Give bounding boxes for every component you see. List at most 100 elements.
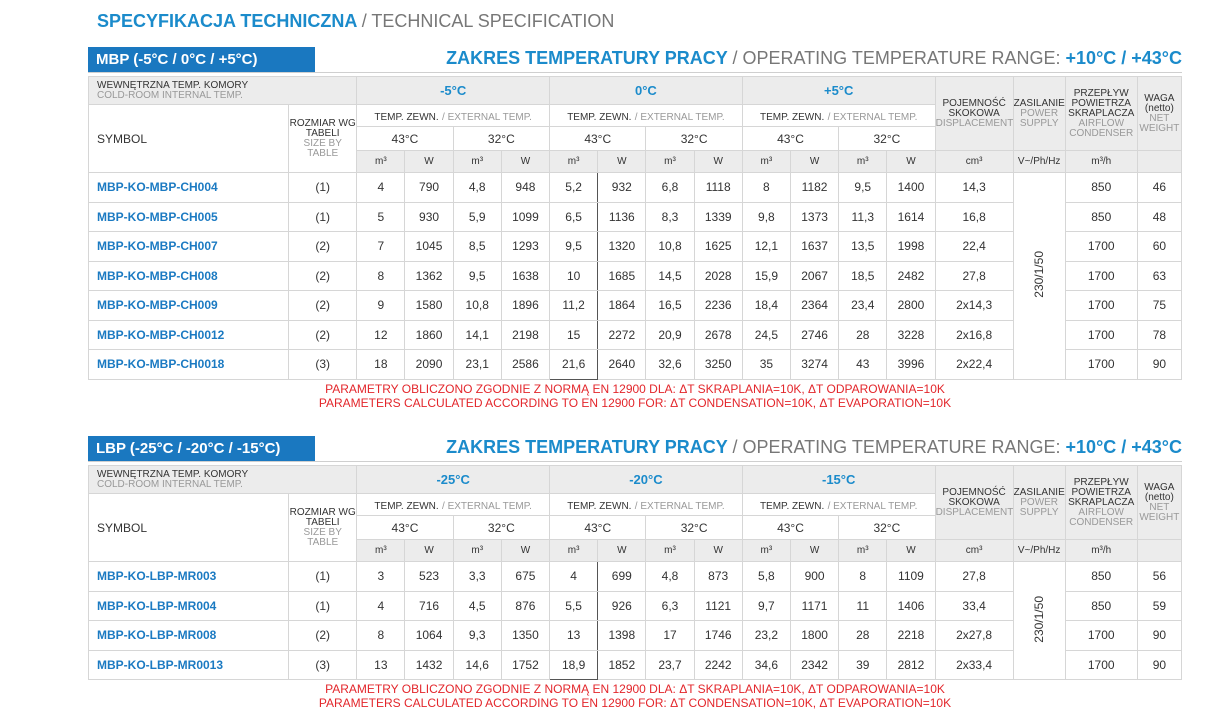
notes: PARAMETRY OBLICZONO ZGODNIE Z NORMĄ EN 1…	[88, 382, 1182, 410]
symbol: MBP-KO-LBP-MR0013	[87, 649, 290, 680]
cell: 523	[404, 561, 454, 592]
cell: 18	[356, 349, 406, 380]
cell: 850	[1064, 201, 1138, 232]
cell: 34,6	[741, 649, 791, 680]
unit: m³	[549, 539, 599, 562]
temp-group: -20°C	[549, 465, 743, 494]
cell: 1171	[789, 590, 840, 621]
external-temp: 32°C	[838, 126, 936, 151]
cell: 10,8	[645, 231, 695, 262]
cell: 14,6	[452, 649, 502, 680]
label-pl: PRZEPŁYW POWIETRZA SKRAPLACZA	[1068, 87, 1135, 119]
cell: 1350	[500, 620, 551, 651]
unit: m³	[838, 539, 888, 562]
cell: 2x16,8	[934, 319, 1014, 350]
cell: 2586	[500, 349, 551, 380]
label-en: POWER SUPPLY	[1019, 107, 1059, 129]
cell: 8	[356, 620, 406, 651]
external-temp-label: TEMP. ZEWN. / EXTERNAL TEMP.	[741, 104, 936, 127]
cell: 11	[838, 590, 888, 621]
cell: 930	[404, 201, 454, 232]
cell: 28	[838, 319, 888, 350]
cell: 876	[500, 590, 551, 621]
cell: 16,5	[645, 290, 695, 321]
chamber-label: WEWNĘTRZNA TEMP. KOMORY COLD-ROOM INTERNA…	[87, 465, 358, 494]
cell: 13,5	[838, 231, 888, 262]
cell: 90	[1136, 649, 1183, 680]
cell: 90	[1136, 349, 1183, 380]
cell: 2198	[500, 319, 551, 350]
note: PARAMETERS CALCULATED ACCORDING TO EN 12…	[318, 696, 952, 710]
cell: 35	[741, 349, 791, 380]
range-pl: ZAKRES TEMPERATURY PRACY	[446, 437, 728, 457]
external-temp: 32°C	[452, 126, 551, 151]
cell: 11,2	[549, 290, 599, 321]
column-label: POJEMNOŚĆ SKOKOWA DISPLACEMENT	[934, 76, 1014, 151]
symbol: MBP-KO-MBP-CH008	[87, 260, 290, 291]
cell: 2678	[693, 319, 743, 350]
cell: 7	[356, 231, 406, 262]
cell: 948	[500, 172, 551, 203]
external-temp: 43°C	[549, 126, 647, 151]
cell: 59	[1136, 590, 1183, 621]
cell: 1746	[693, 620, 743, 651]
cell: 900	[789, 561, 840, 592]
cell: 9,5	[838, 172, 888, 203]
cell: 2364	[789, 290, 840, 321]
unit: m³	[452, 539, 502, 562]
cell: 3	[356, 561, 406, 592]
label-pl: ZASILANIE	[1013, 97, 1065, 109]
cell: (2)	[288, 260, 358, 291]
cell: 2236	[693, 290, 743, 321]
spec-table: WEWNĘTRZNA TEMP. KOMORY COLD-ROOM INTERNA…	[87, 76, 1183, 380]
cell: 790	[404, 172, 454, 203]
label-en: SIZE BY TABLE	[303, 137, 342, 159]
label-en: / EXTERNAL TEMP.	[442, 111, 532, 123]
external-temp: 43°C	[741, 515, 840, 540]
cell: 1700	[1064, 649, 1138, 680]
cell: 1118	[693, 172, 743, 203]
unit: W	[886, 150, 936, 173]
cell: 56	[1136, 561, 1183, 592]
cell: 28	[838, 620, 888, 651]
cell: 8,5	[452, 231, 502, 262]
label-en: COLD-ROOM INTERNAL TEMP.	[97, 89, 243, 101]
spec-table: WEWNĘTRZNA TEMP. KOMORY COLD-ROOM INTERNA…	[87, 465, 1183, 680]
supply-cell: 230/1/50	[1012, 561, 1066, 680]
section-badge: LBP (-25°C / -20°C / -15°C)	[88, 436, 315, 461]
data-row: MBP-KO-LBP-MR004 (1) 4 716 4,5 876 5,5 926 6,3 11…	[87, 590, 1183, 621]
unit: W	[597, 150, 647, 173]
cell: (2)	[288, 620, 358, 651]
column-label: ZASILANIE POWER SUPPLY	[1012, 76, 1066, 151]
cell: 4	[356, 590, 406, 621]
data-row: MBP-KO-LBP-MR0013 (3) 13 1432 14,6 1752 18,9 18…	[87, 649, 1183, 680]
cell: 1700	[1064, 290, 1138, 321]
cell: 15	[549, 319, 599, 350]
data-row: MBP-KO-MBP-CH0012 (2) 12 1860 14,1 2198 15 2272…	[87, 319, 1183, 350]
cell: 1320	[597, 231, 647, 262]
cell: 1182	[789, 172, 840, 203]
cell: 1685	[597, 260, 647, 291]
size-label: ROZMIAR WG TABELI SIZE BY TABLE	[288, 493, 358, 562]
cell: 15,9	[741, 260, 791, 291]
note: PARAMETERS CALCULATED ACCORDING TO EN 12…	[318, 395, 952, 410]
unit: V~/Ph/Hz	[1012, 150, 1066, 173]
cell: 3274	[789, 349, 840, 380]
section-badge: MBP (-5°C / 0°C / +5°C)	[88, 47, 315, 72]
label-pl: WEWNĘTRZNA TEMP. KOMORY	[97, 79, 249, 91]
unit: m³	[356, 150, 406, 173]
cell: 33,4	[934, 590, 1014, 621]
cell: 2028	[693, 260, 743, 291]
cell: 4,8	[645, 561, 695, 592]
cell: 18,9	[549, 649, 599, 680]
cell: 1860	[404, 319, 454, 350]
header-row: 43°C 32°C 43°C 32°C 43°C 32°C	[89, 126, 1182, 151]
cell: 2x33,4	[934, 649, 1014, 680]
temp-group: +5°C	[741, 76, 936, 105]
cell: 2812	[886, 649, 936, 680]
label-en: DISPLACEMENT	[935, 506, 1014, 518]
cell: 1700	[1064, 260, 1138, 291]
cell: (1)	[288, 201, 358, 232]
label-pl: ROZMIAR WG TABELI	[289, 506, 356, 528]
cell: 14,5	[645, 260, 695, 291]
